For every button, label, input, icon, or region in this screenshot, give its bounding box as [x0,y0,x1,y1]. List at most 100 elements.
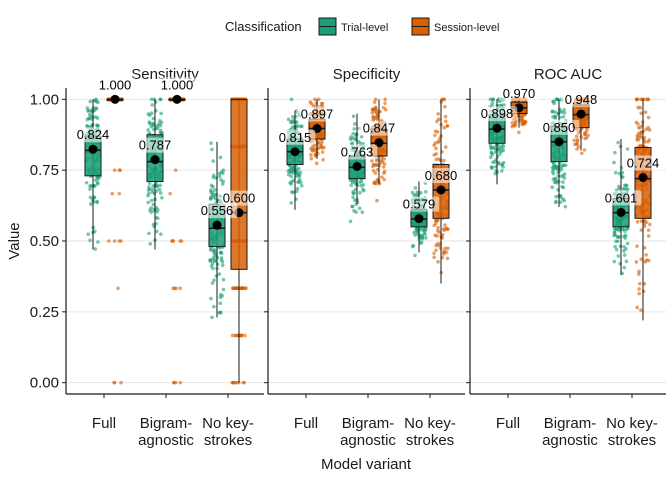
data-point [88,238,92,243]
value-label-bg [296,106,338,122]
x-tick-label: agnostic [138,432,194,449]
data-point [635,305,639,310]
data-point [220,263,225,268]
data-point [208,259,213,263]
data-point [360,210,365,215]
data-point [221,171,225,176]
panel-specificity: Specificity Full 0.815 0.897 Bigram-agnostic… [264,66,465,449]
value-label-bg [476,106,518,122]
data-point [499,149,504,154]
data-point [554,177,558,182]
data-point [561,185,566,190]
data-point [351,131,355,136]
data-point [582,148,587,152]
data-point [214,176,219,180]
data-point [146,200,150,205]
y-tick-label: 0.00 [30,375,59,392]
data-point [209,183,214,188]
value-label-text: 0.898 [481,106,514,121]
data-point [410,244,415,249]
data-point [152,208,157,213]
data-point [149,111,154,115]
data-point [316,140,321,145]
data-point [413,253,417,258]
data-point [117,191,122,196]
data-point [614,227,618,232]
data-point [156,207,160,212]
data-point [146,193,150,198]
data-point [490,101,495,105]
data-point [433,233,438,238]
data-point [638,105,643,110]
data-point [613,244,617,249]
data-point [289,201,293,205]
data-point [445,256,450,261]
data-point [221,168,226,173]
data-point [357,140,361,144]
data-point [219,256,224,260]
data-point [639,228,644,232]
data-point [220,260,225,264]
data-point [314,101,319,106]
data-point [624,259,629,264]
y-tick-label: 0.75 [30,162,59,179]
data-point [442,97,447,102]
data-point [586,133,590,138]
data-point [434,248,438,253]
data-point [625,147,630,151]
legend-entry-trial: Trial-level [318,17,388,36]
value-label-text: 0.724 [627,156,660,171]
data-point [210,315,214,320]
x-tick-label: Bigram- [544,415,597,432]
x-tick-label: agnostic [542,432,598,449]
data-point [147,181,152,186]
data-point [211,173,216,178]
data-point [295,170,299,175]
data-point [439,235,444,240]
value-label-full-session: 1.000 [94,77,136,93]
data-point [86,232,90,237]
data-point [349,183,353,187]
data-point [494,143,499,147]
data-point [241,380,246,385]
data-point [218,301,223,305]
data-point [442,250,446,255]
data-point [561,114,566,119]
value-label-bg [398,196,440,212]
data-point [579,151,584,156]
value-label-bg [560,92,602,108]
data-point [642,282,647,286]
value-label-text: 0.847 [363,121,396,136]
data-point [96,240,100,244]
data-point [160,195,164,200]
value-label-text: 0.824 [77,127,110,142]
data-point [635,220,640,224]
data-point [442,125,447,130]
data-point [84,180,89,185]
box [230,98,248,270]
data-point [561,180,565,184]
data-point [639,308,643,312]
value-label-bg [600,190,642,206]
data-point [644,253,649,257]
data-point [434,157,439,162]
data-point [432,153,437,157]
data-point [382,162,387,166]
data-point [446,246,450,251]
data-point [88,99,93,104]
x-tick-label: strokes [204,432,252,449]
box-nokey-session [230,97,248,385]
data-point [289,97,294,102]
data-point [613,150,617,155]
data-point [443,114,448,119]
data-point [151,222,156,227]
data-point [299,183,304,188]
data-point [211,195,216,200]
data-point [170,239,174,243]
data-point [583,130,587,135]
data-point [617,171,622,176]
data-point [352,208,356,213]
mean-marker [88,144,98,154]
data-point [436,112,440,116]
data-point [646,97,651,102]
